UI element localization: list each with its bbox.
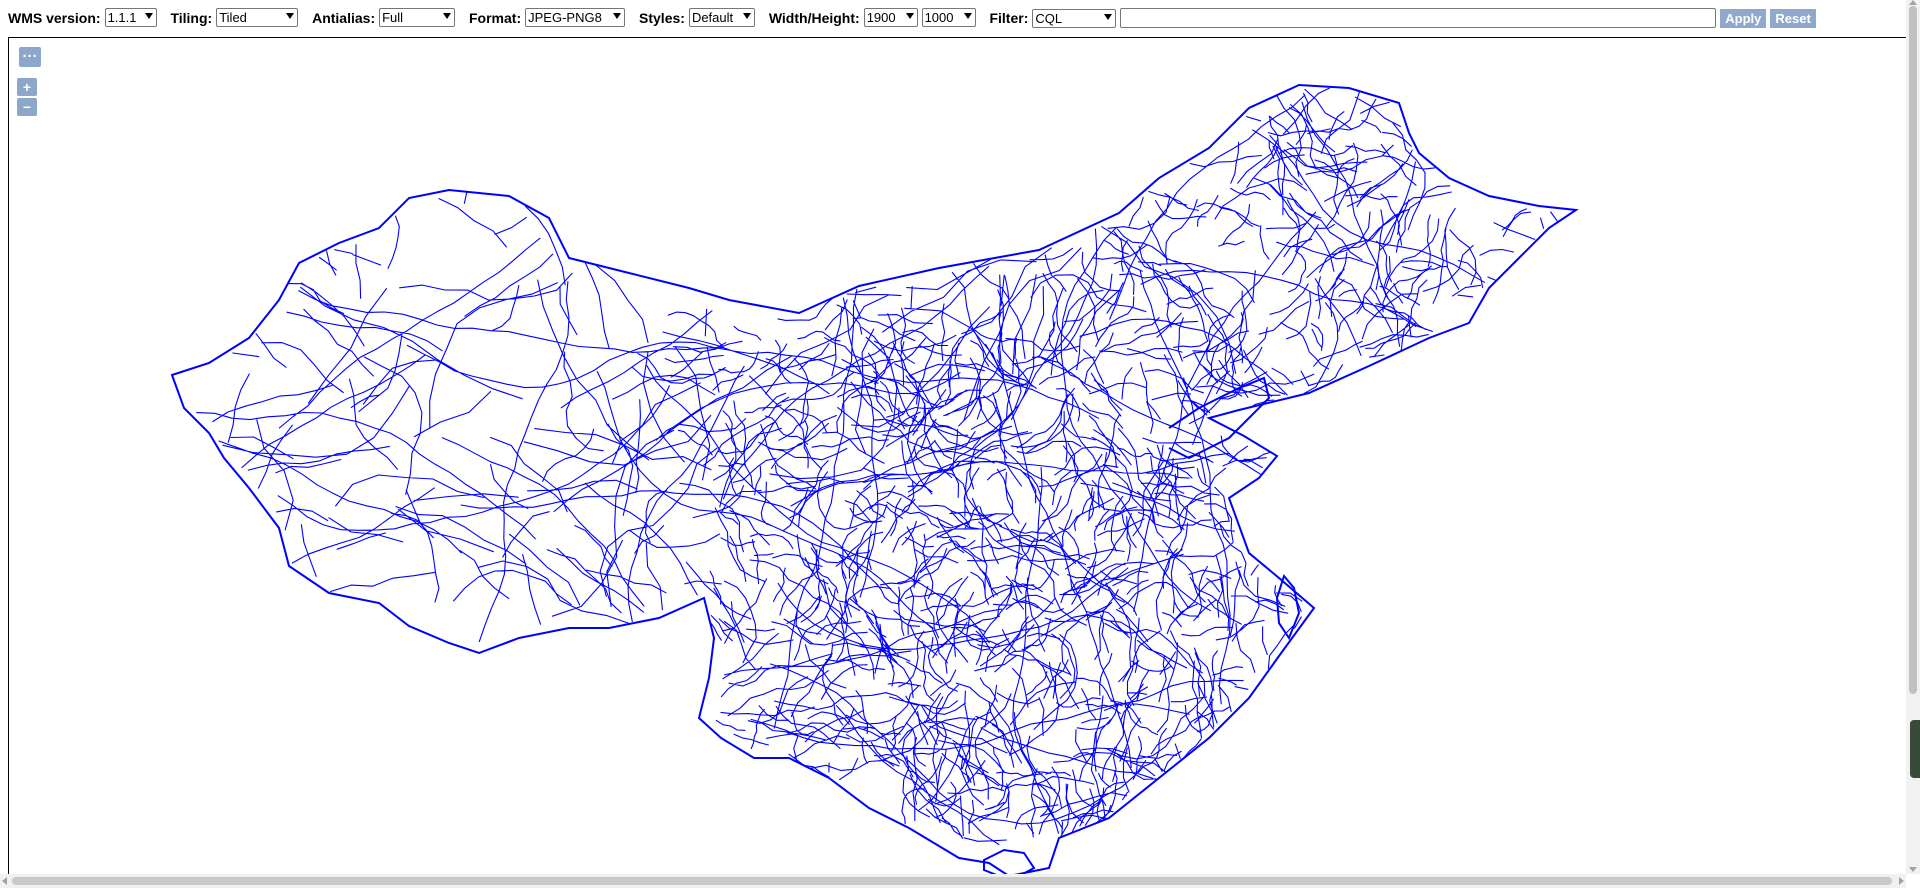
tiling-value: Tiled xyxy=(219,10,247,25)
styles-group: Styles: Default xyxy=(639,8,755,27)
filter-type-value: CQL xyxy=(1035,10,1063,26)
height-value: 1000 xyxy=(924,10,954,25)
wms-version-select[interactable]: 1.1.1 xyxy=(104,8,157,27)
horizontal-scrollbar[interactable] xyxy=(0,874,1906,888)
map-viewport[interactable]: ··· + − xyxy=(8,37,1906,875)
road-network-map xyxy=(170,83,1579,875)
chevron-down-icon xyxy=(1104,13,1113,20)
road-lines xyxy=(196,87,1559,846)
apply-button[interactable]: Apply xyxy=(1720,8,1767,28)
chevron-down-icon xyxy=(963,13,972,19)
chevron-down-icon xyxy=(613,13,622,19)
zoom-in-button[interactable]: + xyxy=(17,78,37,96)
chevron-down-icon xyxy=(144,13,153,19)
antialias-group: Antialias: Full xyxy=(312,8,456,27)
wms-version-value: 1.1.1 xyxy=(107,10,137,25)
scroll-up-icon[interactable] xyxy=(1909,0,1917,5)
format-value: JPEG-PNG8 xyxy=(528,10,602,25)
wms-version-label: WMS version: xyxy=(8,9,101,26)
width-height-label: Width/Height: xyxy=(768,9,860,26)
tiling-select[interactable]: Tiled xyxy=(216,8,299,27)
width-select[interactable]: 1900 xyxy=(863,8,918,27)
styles-value: Default xyxy=(691,10,734,25)
zoom-out-button[interactable]: − xyxy=(17,98,37,116)
scroll-right-icon[interactable] xyxy=(1899,877,1904,885)
side-panel-handle[interactable] xyxy=(1910,720,1920,778)
chevron-down-icon xyxy=(905,13,914,19)
bohai-bay-coast xyxy=(1168,376,1271,460)
taiwan-outline xyxy=(1275,573,1301,641)
chevron-down-icon xyxy=(742,13,751,19)
vertical-scrollbar[interactable] xyxy=(1906,0,1920,874)
format-select[interactable]: JPEG-PNG8 xyxy=(525,8,626,27)
antialias-label: Antialias: xyxy=(312,9,376,26)
format-group: Format: JPEG-PNG8 xyxy=(469,8,626,27)
height-select[interactable]: 1000 xyxy=(921,8,976,27)
filter-input[interactable] xyxy=(1120,8,1717,28)
road-network-layer xyxy=(196,87,1559,846)
styles-select[interactable]: Default xyxy=(688,8,755,27)
layer-switcher-button[interactable]: ··· xyxy=(19,47,41,67)
filter-label: Filter: xyxy=(989,10,1029,26)
chevron-down-icon xyxy=(286,13,295,19)
width-height-group: Width/Height: 1900 1000 xyxy=(769,8,976,27)
reset-button[interactable]: Reset xyxy=(1770,8,1816,28)
filter-type-select[interactable]: CQL xyxy=(1032,8,1117,28)
styles-label: Styles: xyxy=(639,9,685,26)
antialias-select[interactable]: Full xyxy=(379,8,456,27)
vertical-scroll-thumb[interactable] xyxy=(1909,6,1917,694)
tiling-group: Tiling: Tiled xyxy=(170,8,299,27)
chevron-down-icon xyxy=(443,13,452,19)
format-label: Format: xyxy=(469,9,522,26)
hainan-island xyxy=(983,848,1036,875)
country-outline xyxy=(170,83,1579,875)
width-value: 1900 xyxy=(866,10,896,25)
antialias-value: Full xyxy=(382,10,404,25)
tiling-label: Tiling: xyxy=(170,9,213,26)
wms-toolbar: WMS version: 1.1.1 Tiling: Tiled Antialias… xyxy=(0,0,1920,36)
wms-version-group: WMS version: 1.1.1 xyxy=(8,8,157,27)
scroll-left-icon[interactable] xyxy=(2,877,7,885)
filter-group: Filter: CQL Apply Reset xyxy=(989,8,1816,28)
scroll-down-icon[interactable] xyxy=(1909,867,1917,872)
horizontal-scroll-thumb[interactable] xyxy=(12,877,1892,885)
